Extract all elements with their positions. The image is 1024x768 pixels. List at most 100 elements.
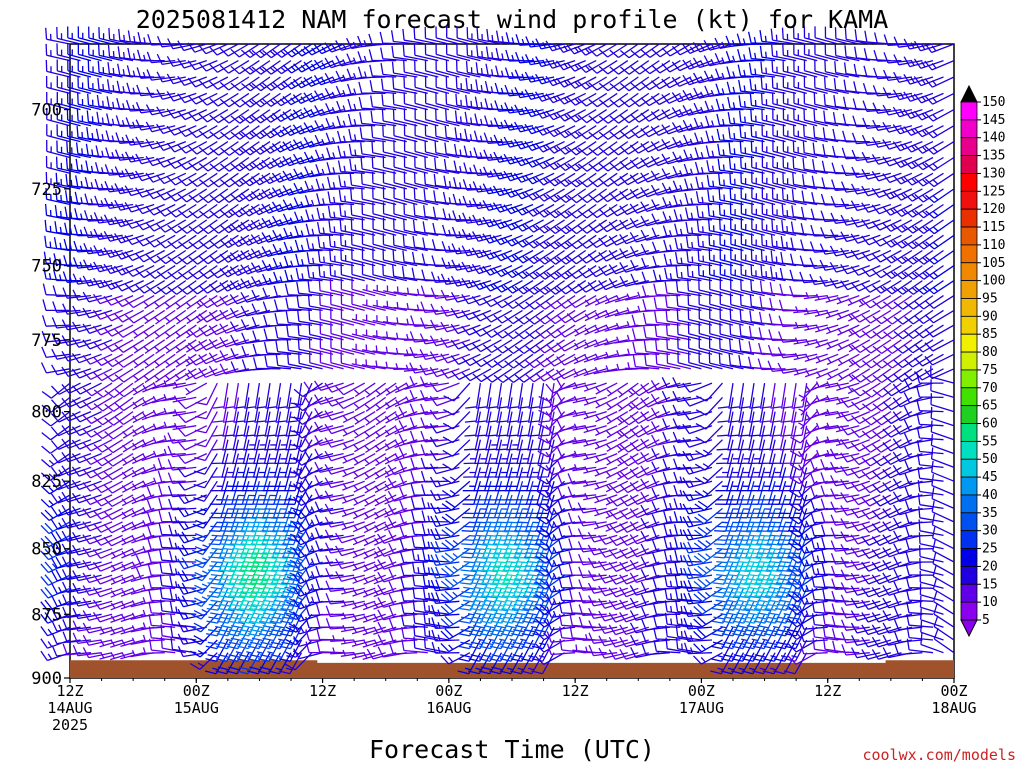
wind-barb <box>83 210 113 222</box>
wind-barb <box>195 309 218 324</box>
wind-barb <box>317 236 344 252</box>
wind-barb <box>514 280 544 295</box>
wind-barb <box>662 445 691 457</box>
wind-barb <box>559 626 586 641</box>
wind-barb <box>167 472 197 484</box>
wind-barb <box>82 547 113 558</box>
wind-barb <box>442 453 471 471</box>
wind-barb <box>230 60 260 75</box>
wind-barb <box>219 109 250 124</box>
wind-barb <box>269 601 292 624</box>
wind-barb <box>317 250 344 267</box>
wind-barb <box>195 382 218 406</box>
wind-barb <box>282 109 313 121</box>
wind-barb <box>609 92 639 108</box>
wind-barb <box>567 219 597 235</box>
wind-barb <box>45 27 71 45</box>
wind-barb <box>72 273 102 285</box>
wind-barb <box>531 639 555 662</box>
colorbar-segment <box>960 155 978 174</box>
wind-barb <box>577 92 608 107</box>
wind-barb <box>294 239 323 252</box>
wind-barb <box>61 517 92 529</box>
colorbar-label: 85 <box>982 327 998 342</box>
wind-barb <box>50 530 81 543</box>
wind-barb <box>605 480 629 493</box>
wind-barb <box>314 421 344 433</box>
wind-barb <box>72 382 102 395</box>
wind-barb <box>187 339 218 352</box>
wind-barb <box>198 141 229 156</box>
colorbar-label: 110 <box>982 238 1005 253</box>
wind-barb <box>606 439 629 452</box>
wind-barb <box>559 638 586 654</box>
wind-barb <box>285 613 313 633</box>
wind-barb <box>61 491 92 503</box>
wind-barb <box>421 536 449 550</box>
wind-barb <box>145 234 176 248</box>
wind-barb <box>545 353 576 367</box>
wind-barb <box>374 466 397 480</box>
wind-barb <box>208 309 239 322</box>
wind-barb <box>401 639 428 654</box>
wind-barb <box>219 76 250 91</box>
wind-barb <box>113 249 144 260</box>
wind-barb <box>318 265 344 282</box>
wind-barb <box>524 203 555 217</box>
wind-barb <box>468 626 492 650</box>
wind-barb <box>51 569 81 582</box>
wind-barb <box>177 219 208 234</box>
wind-barb <box>630 43 660 59</box>
wind-barb <box>177 75 208 87</box>
wind-barb <box>330 307 355 326</box>
wind-barb <box>211 425 229 451</box>
wind-barb <box>121 507 144 520</box>
wind-barb <box>338 175 365 190</box>
wind-barb <box>460 548 482 572</box>
wind-barb <box>361 187 386 206</box>
wind-barb <box>429 335 460 347</box>
wind-barb <box>546 606 576 618</box>
wind-barb <box>672 390 702 403</box>
wind-barb <box>482 216 513 228</box>
wind-barb <box>514 508 534 532</box>
wind-barb <box>166 73 197 85</box>
wind-barb <box>493 324 523 339</box>
wind-barb <box>500 614 524 637</box>
wind-barb <box>185 382 208 396</box>
wind-barb <box>577 141 608 156</box>
wind-barb <box>114 183 144 195</box>
wind-barb <box>466 27 492 45</box>
wind-barb <box>619 507 650 520</box>
wind-barb <box>594 466 618 477</box>
wind-barb <box>92 612 123 623</box>
wind-barb <box>619 411 650 426</box>
wind-barb <box>661 108 692 120</box>
wind-barb <box>157 484 186 496</box>
wind-barb <box>132 396 155 410</box>
wind-barb <box>286 352 313 370</box>
wind-barb <box>430 502 460 515</box>
wind-barb <box>198 234 229 250</box>
wind-barb <box>608 188 639 202</box>
wind-barb <box>351 639 376 647</box>
wind-barb <box>275 340 302 355</box>
wind-barb <box>640 125 671 138</box>
wind-barb <box>661 92 692 104</box>
wind-barb <box>145 188 176 200</box>
wind-barb <box>93 228 123 240</box>
wind-barb <box>114 353 145 368</box>
wind-barb <box>198 295 229 309</box>
wind-barb <box>545 465 576 476</box>
wind-barb <box>136 84 165 97</box>
wind-barb <box>146 280 176 295</box>
wind-barb <box>232 425 250 451</box>
wind-barb <box>209 92 239 107</box>
wind-barb <box>430 566 460 579</box>
colorbar-label: 40 <box>982 488 998 503</box>
wind-barb <box>588 141 618 156</box>
wind-barb <box>349 158 376 174</box>
wind-barb <box>72 257 102 269</box>
colorbar-label: 75 <box>982 363 998 378</box>
wind-barb <box>472 353 502 368</box>
